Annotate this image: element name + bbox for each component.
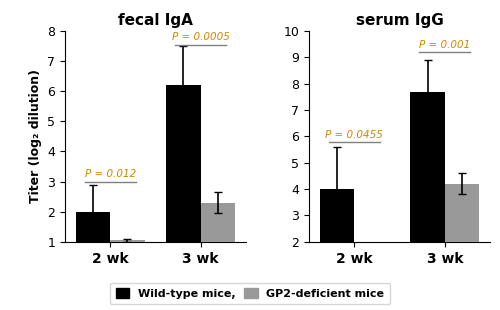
Bar <box>166 85 200 272</box>
Text: P = 0.0005: P = 0.0005 <box>172 32 230 42</box>
Bar <box>354 265 388 294</box>
Bar <box>110 240 144 272</box>
Text: P = 0.012: P = 0.012 <box>84 169 136 179</box>
Title: fecal IgA: fecal IgA <box>118 13 193 29</box>
Y-axis label: Titer (log₂ dilution): Titer (log₂ dilution) <box>28 69 42 203</box>
Title: serum IgG: serum IgG <box>356 13 444 29</box>
Bar <box>445 184 479 294</box>
Bar <box>320 189 354 294</box>
Text: P = 0.0455: P = 0.0455 <box>326 130 384 140</box>
Bar <box>76 212 110 272</box>
Text: P = 0.001: P = 0.001 <box>419 40 470 50</box>
Legend: Wild-type mice,, GP2-deficient mice: Wild-type mice,, GP2-deficient mice <box>110 282 390 304</box>
Bar <box>410 92 445 294</box>
Bar <box>200 203 235 272</box>
